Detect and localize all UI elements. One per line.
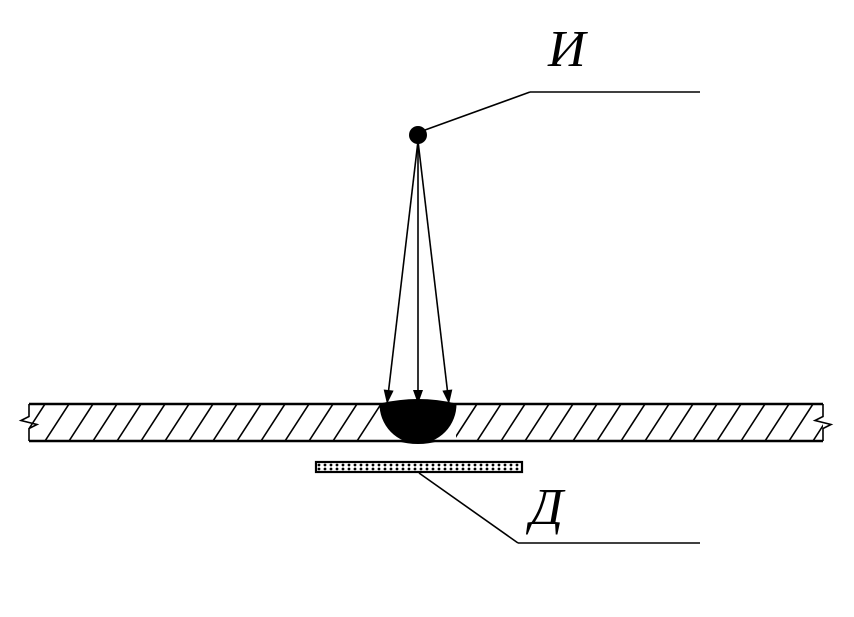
source-point [409, 126, 427, 144]
detector-plate [316, 462, 522, 472]
source-label: И [547, 21, 588, 78]
detector-label: Д [525, 479, 566, 536]
